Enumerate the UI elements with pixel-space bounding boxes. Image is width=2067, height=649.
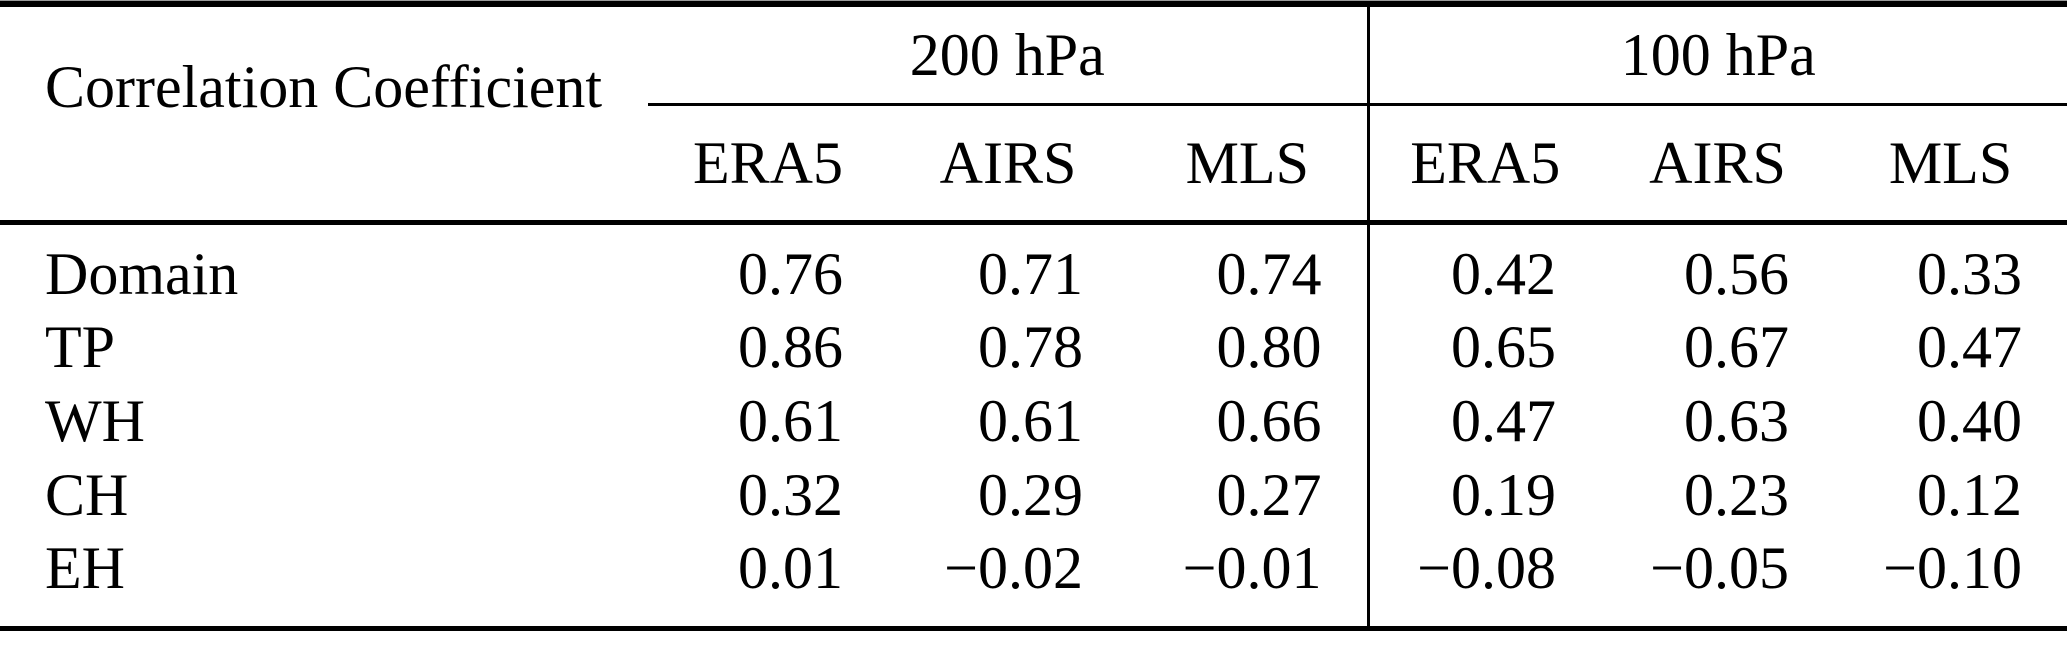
- value-cell: −0.10: [1883, 534, 2022, 601]
- col-header-era5-100: ERA5: [1366, 104, 1601, 225]
- value-cell: 0.47: [1917, 314, 2022, 380]
- row-label: EH: [45, 534, 125, 601]
- value-cell: 0.61: [978, 388, 1083, 454]
- value-cell: 0.23: [1684, 462, 1789, 528]
- value-cell: 0.86: [738, 314, 843, 380]
- value-cell: 0.19: [1366, 458, 1601, 532]
- col-header-airs-100: AIRS: [1601, 104, 1834, 225]
- col-header-era5-200: ERA5: [648, 104, 888, 225]
- value-cell: −0.08: [1366, 532, 1601, 628]
- col-header-mls-200: MLS: [1128, 104, 1368, 225]
- value-cell: 0.01: [738, 534, 843, 601]
- value-cell: −0.01: [1182, 534, 1322, 601]
- value-cell: −0.02: [944, 534, 1083, 601]
- group-header-100hpa: 100 hPa: [1366, 4, 2067, 106]
- value-cell: 0.80: [1216, 314, 1322, 380]
- value-cell: 0.40: [1917, 388, 2022, 454]
- col-header-mls-100: MLS: [1834, 104, 2067, 225]
- row-label: CH: [45, 462, 129, 528]
- row-label: Domain: [45, 241, 239, 308]
- value-cell: 0.65: [1366, 310, 1601, 384]
- value-cell: 0.63: [1684, 388, 1789, 454]
- row-label: TP: [45, 314, 116, 380]
- value-cell: 0.42: [1366, 222, 1601, 310]
- correlation-table: Correlation Coefficient 200 hPa 100 hPa …: [0, 1, 2067, 631]
- table-row: WH 0.61 0.61 0.66 0.47 0.63 0.40: [0, 384, 2067, 458]
- value-cell: 0.56: [1684, 241, 1789, 308]
- table-row: Domain 0.76 0.71 0.74 0.42 0.56 0.33: [0, 222, 2067, 310]
- value-cell: 0.74: [1216, 241, 1322, 308]
- table-title: Correlation Coefficient: [0, 4, 648, 225]
- group-header-200hpa: 200 hPa: [648, 4, 1368, 106]
- table-row: TP 0.86 0.78 0.80 0.65 0.67 0.47: [0, 310, 2067, 384]
- value-cell: 0.78: [978, 314, 1083, 380]
- value-cell: 0.66: [1216, 388, 1322, 454]
- value-cell: 0.33: [1917, 241, 2022, 308]
- table-row: EH 0.01 −0.02 −0.01 −0.08 −0.05 −0.10: [0, 532, 2067, 628]
- value-cell: 0.32: [738, 462, 843, 528]
- value-cell: 0.29: [978, 462, 1083, 528]
- column-header-row: ERA5 AIRS MLS ERA5 AIRS MLS: [0, 104, 2067, 225]
- table-row: CH 0.32 0.29 0.27 0.19 0.23 0.12: [0, 458, 2067, 532]
- value-cell: 0.12: [1917, 462, 2022, 528]
- value-cell: −0.05: [1650, 534, 1789, 601]
- value-cell: 0.47: [1366, 384, 1601, 458]
- value-cell: 0.71: [978, 241, 1083, 308]
- value-cell: 0.67: [1684, 314, 1789, 380]
- value-cell: 0.61: [738, 388, 843, 454]
- value-cell: 0.27: [1216, 462, 1322, 528]
- value-cell: 0.76: [738, 241, 843, 308]
- group-header-row: Correlation Coefficient 200 hPa 100 hPa: [0, 4, 2067, 225]
- row-label: WH: [45, 388, 145, 454]
- col-header-airs-200: AIRS: [888, 104, 1128, 225]
